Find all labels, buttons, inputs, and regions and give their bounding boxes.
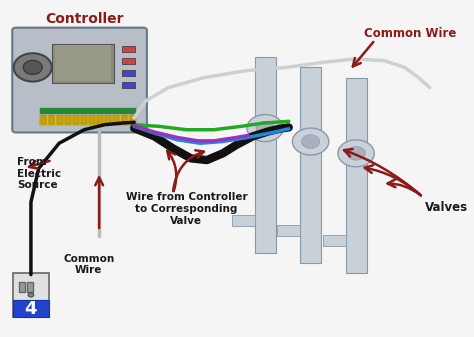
Bar bbox=[346, 78, 366, 273]
Text: Common Wire: Common Wire bbox=[364, 27, 456, 40]
Bar bbox=[105, 115, 111, 124]
Text: Valves: Valves bbox=[425, 201, 468, 214]
Text: From
Electric
Source: From Electric Source bbox=[17, 157, 62, 190]
Bar bbox=[89, 115, 95, 124]
Text: Wire from Controller
to Corresponding
Valve: Wire from Controller to Corresponding Va… bbox=[126, 192, 247, 225]
Bar bbox=[81, 115, 87, 124]
Bar bbox=[122, 46, 135, 52]
Bar bbox=[49, 115, 55, 124]
Bar bbox=[57, 115, 63, 124]
Circle shape bbox=[256, 121, 274, 135]
Bar bbox=[27, 282, 33, 292]
Bar bbox=[300, 67, 321, 263]
Circle shape bbox=[338, 140, 374, 167]
Bar bbox=[41, 115, 46, 124]
Circle shape bbox=[14, 53, 52, 82]
Bar bbox=[323, 235, 346, 246]
Bar bbox=[13, 300, 49, 317]
Bar bbox=[65, 115, 71, 124]
Circle shape bbox=[28, 293, 34, 297]
Bar bbox=[122, 82, 135, 88]
Circle shape bbox=[247, 115, 283, 142]
Circle shape bbox=[301, 135, 319, 148]
Bar bbox=[122, 58, 135, 64]
Bar bbox=[277, 225, 300, 236]
Bar bbox=[39, 107, 137, 114]
Bar bbox=[55, 45, 111, 81]
Bar bbox=[122, 70, 135, 76]
Bar bbox=[73, 115, 79, 124]
Bar bbox=[13, 273, 49, 317]
Bar bbox=[97, 115, 103, 124]
Bar bbox=[52, 44, 114, 83]
Circle shape bbox=[347, 147, 365, 160]
FancyBboxPatch shape bbox=[12, 28, 147, 132]
Bar bbox=[39, 114, 137, 125]
Circle shape bbox=[292, 128, 329, 155]
Text: Controller: Controller bbox=[45, 11, 123, 26]
Bar bbox=[121, 115, 127, 124]
Bar bbox=[129, 115, 135, 124]
Bar bbox=[19, 282, 25, 292]
Bar bbox=[232, 215, 255, 226]
Bar bbox=[255, 57, 275, 253]
Circle shape bbox=[23, 60, 42, 74]
Bar bbox=[113, 115, 119, 124]
Text: Common
Wire: Common Wire bbox=[63, 254, 114, 275]
Text: 4: 4 bbox=[25, 300, 37, 318]
